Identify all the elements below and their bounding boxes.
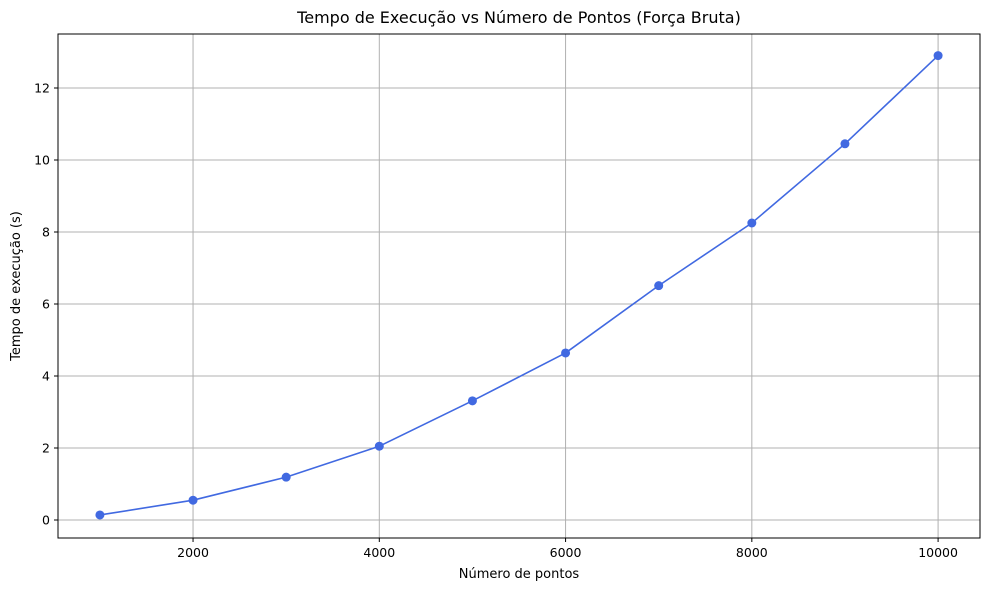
y-axis-label: Tempo de execução (s) [9, 211, 24, 362]
data-point [654, 281, 664, 291]
x-tick-label: 10000 [918, 545, 958, 560]
y-tick-label: 8 [42, 225, 50, 240]
data-point [933, 51, 943, 61]
y-tick-label: 10 [34, 153, 50, 168]
y-tick-label: 2 [42, 441, 50, 456]
x-axis-label: Número de pontos [459, 567, 580, 582]
y-tick-label: 12 [34, 81, 50, 96]
data-point [840, 139, 850, 149]
data-point [561, 348, 571, 358]
data-point [374, 441, 384, 451]
y-tick-label: 6 [42, 297, 50, 312]
y-tick-label: 0 [42, 513, 50, 528]
data-point [281, 472, 291, 482]
x-tick-label: 2000 [177, 545, 209, 560]
grid [58, 34, 980, 538]
x-tick-label: 8000 [736, 545, 768, 560]
x-tick-label: 4000 [363, 545, 395, 560]
data-point [747, 218, 757, 228]
data-point [188, 495, 198, 505]
axis-ticks: 2000 4000 6000 8000 10000 0 2 4 6 8 10 12 [34, 81, 958, 561]
y-tick-label: 4 [42, 369, 50, 384]
chart-title: Tempo de Execução vs Número de Pontos (F… [296, 8, 741, 27]
axes-frame [57, 33, 981, 539]
x-tick-label: 6000 [550, 545, 582, 560]
series-line [99, 55, 939, 516]
data-point [467, 396, 477, 406]
plot-area [95, 51, 943, 520]
data-point [95, 510, 105, 520]
